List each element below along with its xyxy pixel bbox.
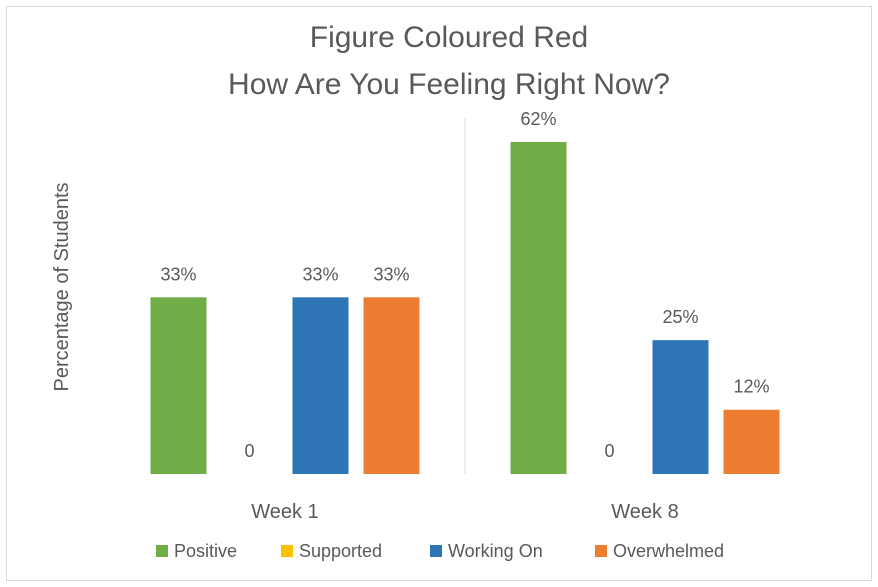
legend-swatch	[595, 545, 607, 557]
y-axis-label: Percentage of Students	[51, 182, 73, 391]
legend-swatch	[281, 545, 293, 557]
legend-swatch	[156, 545, 168, 557]
data-label: 33%	[160, 264, 196, 284]
bar-working-on	[652, 340, 709, 474]
category-labels-group: Week 1 Week 8	[251, 501, 678, 523]
data-label: 33%	[373, 264, 409, 284]
legend-label: Working On	[448, 541, 543, 561]
chart-title: Figure Coloured Red	[310, 21, 588, 54]
bar-positive	[150, 297, 207, 474]
data-labels-group: 33% 0 33% 33% 62% 0 25% 12%	[160, 109, 769, 461]
data-label: 33%	[302, 264, 338, 284]
legend-label: Supported	[299, 541, 382, 561]
data-label: 25%	[662, 307, 698, 327]
category-label: Week 1	[251, 501, 318, 523]
legend-label: Overwhelmed	[613, 541, 724, 561]
chart-subtitle: How Are You Feeling Right Now?	[228, 68, 670, 101]
data-label: 0	[604, 441, 614, 461]
data-label: 12%	[733, 377, 769, 397]
legend: Positive Supported Working On Overwhelmed	[156, 541, 724, 561]
bar-overwhelmed	[723, 409, 780, 474]
legend-swatch	[430, 545, 442, 557]
bars-group	[150, 142, 780, 474]
chart-frame	[6, 6, 872, 581]
bar-positive	[510, 142, 567, 474]
data-label: 62%	[520, 109, 556, 129]
data-label: 0	[244, 441, 254, 461]
legend-label: Positive	[174, 541, 237, 561]
bar-overwhelmed	[363, 297, 420, 474]
bar-working-on	[292, 297, 349, 474]
category-label: Week 8	[611, 501, 678, 523]
